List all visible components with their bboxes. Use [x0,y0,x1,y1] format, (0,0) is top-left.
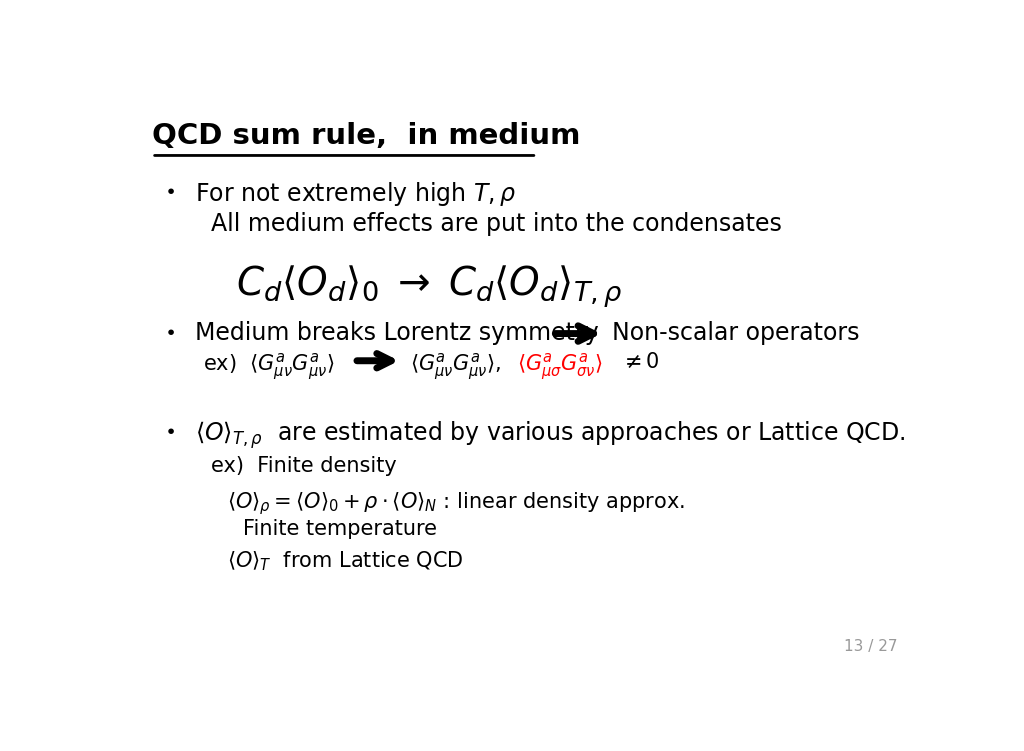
Text: $\bullet$: $\bullet$ [164,321,175,340]
FancyArrowPatch shape [357,354,391,368]
FancyArrowPatch shape [555,326,594,342]
Text: All medium effects are put into the condensates: All medium effects are put into the cond… [211,212,782,236]
Text: $C_d\langle O_d\rangle_0 \;\rightarrow\; C_d\langle O_d\rangle_{T,\rho}$: $C_d\langle O_d\rangle_0 \;\rightarrow\;… [237,264,623,310]
Text: $\langle O\rangle_T$  from Lattice QCD: $\langle O\rangle_T$ from Lattice QCD [227,550,464,574]
Text: $\langle G^a_{\mu\sigma}G^a_{\sigma\nu}\rangle$: $\langle G^a_{\mu\sigma}G^a_{\sigma\nu}\… [517,351,603,383]
Text: Non-scalar operators: Non-scalar operators [612,321,859,345]
Text: $\bullet$: $\bullet$ [164,420,175,439]
Text: ex)  $\langle G^a_{\mu\nu}G^a_{\mu\nu}\rangle$: ex) $\langle G^a_{\mu\nu}G^a_{\mu\nu}\ra… [204,351,335,383]
Text: $\langle O\rangle_\rho = \langle O\rangle_0 + \rho\cdot\langle O\rangle_N$ : lin: $\langle O\rangle_\rho = \langle O\rangl… [227,490,685,517]
Text: $\neq 0$: $\neq 0$ [620,351,659,372]
Text: For not extremely high $T,\rho$: For not extremely high $T,\rho$ [196,179,517,208]
Text: $\langle G^a_{\mu\nu}G^a_{\mu\nu}\rangle,$: $\langle G^a_{\mu\nu}G^a_{\mu\nu}\rangle… [410,351,501,383]
Text: Finite temperature: Finite temperature [243,519,437,539]
Text: ex)  Finite density: ex) Finite density [211,456,397,475]
Text: $\bullet$: $\bullet$ [164,179,175,199]
Text: $\langle O\rangle_{T,\rho}$  are estimated by various approaches or Lattice QCD.: $\langle O\rangle_{T,\rho}$ are estimate… [196,420,905,451]
Text: 13 / 27: 13 / 27 [845,639,898,654]
Text: QCD sum rule,  in medium: QCD sum rule, in medium [152,122,581,150]
Text: Medium breaks Lorentz symmetry: Medium breaks Lorentz symmetry [196,321,599,345]
